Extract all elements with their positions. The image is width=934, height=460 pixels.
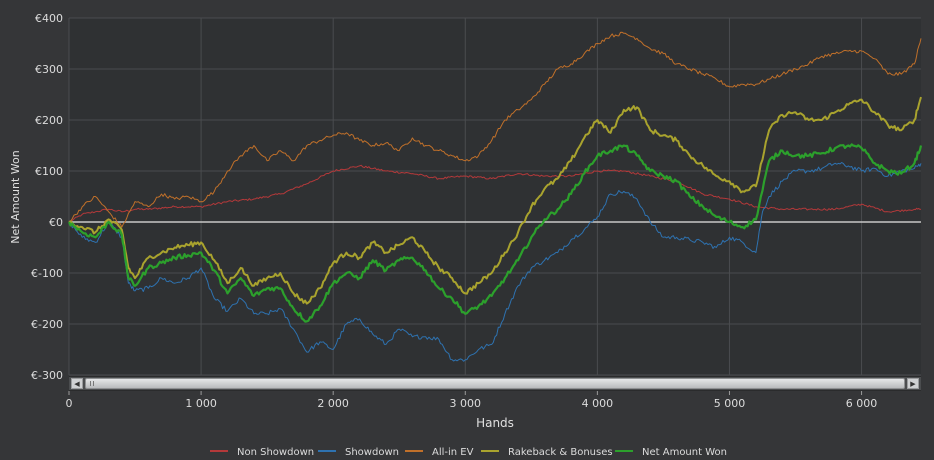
legend-label: Net Amount Won	[642, 447, 727, 458]
y-tick-label: €400	[35, 12, 63, 25]
x-tick-label: 5 000	[714, 397, 746, 410]
y-tick-label: €300	[35, 63, 63, 76]
gridlines	[68, 17, 921, 376]
legend-item-rakeback-bonuses[interactable]: Rakeback & Bonuses	[481, 446, 613, 460]
thumb-grip	[93, 381, 94, 386]
series-lines	[68, 31, 923, 362]
legend-swatch	[615, 450, 633, 452]
horizontal-scrollbar[interactable]: ◀ ▶	[69, 376, 921, 391]
x-tick-label: 6 000	[846, 397, 878, 410]
series-line-net-amount-won	[68, 143, 923, 323]
legend-label: Showdown	[345, 447, 399, 458]
legend-swatch	[318, 450, 336, 452]
y-tick-label: €-300	[31, 369, 63, 382]
legend-label: All-in EV	[432, 447, 474, 458]
x-tick-label: 1 000	[185, 397, 217, 410]
scroll-right-icon[interactable]: ▶	[907, 378, 919, 389]
legend: Non Showdown Showdown All-in EV Rakeback…	[0, 446, 934, 460]
y-tick-label: €0	[49, 216, 63, 229]
scrollbar-thumb[interactable]	[85, 378, 905, 389]
legend-swatch	[405, 450, 423, 452]
y-tick-label: €-200	[31, 318, 63, 331]
y-axis-label: Net Amount Won	[9, 150, 22, 243]
series-line-showdown	[68, 162, 922, 362]
x-axis-label: Hands	[476, 416, 514, 430]
y-tick-labels: €-300 €-200 €-100 €0 €100 €200 €300 €400	[31, 12, 63, 382]
series-line-non-showdown	[68, 164, 922, 223]
legend-item-all-in-ev[interactable]: All-in EV	[405, 446, 473, 460]
x-tick-label: 4 000	[582, 397, 614, 410]
series-line-rakeback-bonuses	[68, 96, 922, 305]
x-tick-label: 2 000	[317, 397, 349, 410]
scroll-left-icon[interactable]: ◀	[71, 378, 83, 389]
legend-label: Non Showdown	[237, 447, 315, 458]
legend-label: Rakeback & Bonuses	[508, 447, 613, 458]
y-tick-label: €-100	[31, 267, 63, 280]
legend-item-showdown[interactable]: Showdown	[318, 446, 399, 460]
y-tick-label: €100	[35, 165, 63, 178]
x-tick-labels: 0 1 000 2 000 3 000 4 000 5 000 6 000	[66, 391, 878, 410]
thumb-grip	[90, 381, 91, 386]
y-tick-label: €200	[35, 114, 63, 127]
legend-item-non-showdown[interactable]: Non Showdown	[210, 446, 314, 460]
legend-swatch	[481, 450, 499, 452]
line-chart: €-300 €-200 €-100 €0 €100 €200 €300 €400 0 1 000…	[9, 12, 923, 430]
plot-area	[69, 18, 921, 375]
legend-item-net-amount-won[interactable]: Net Amount Won	[615, 446, 727, 460]
x-tick-label: 3 000	[450, 397, 482, 410]
series-line-all-in-ev	[68, 31, 922, 228]
legend-swatch	[210, 450, 228, 452]
x-tick-label: 0	[66, 397, 73, 410]
